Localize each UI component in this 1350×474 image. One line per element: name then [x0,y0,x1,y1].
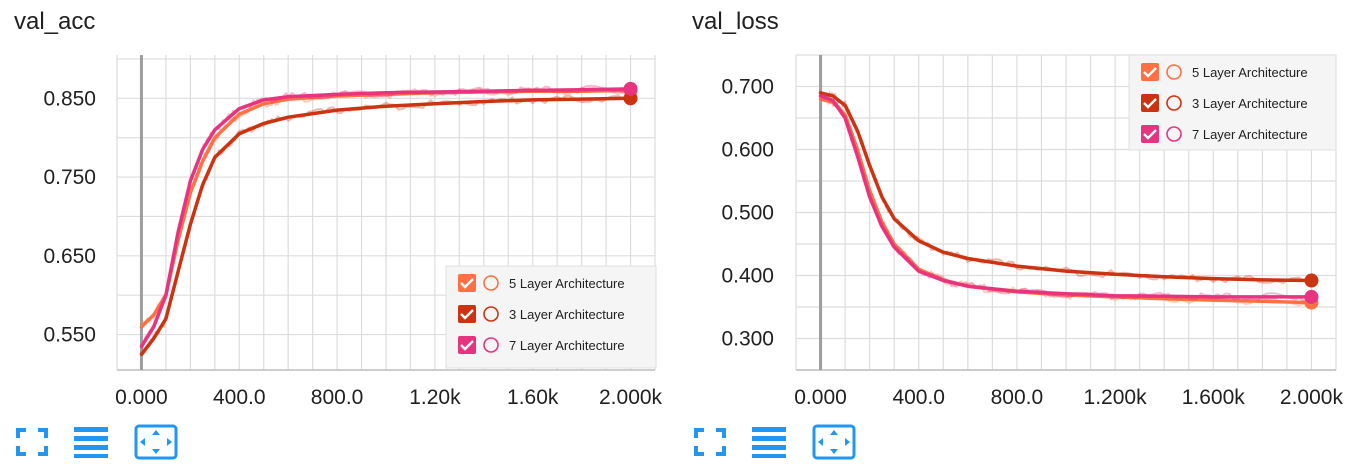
fit-domain-icon[interactable] [812,424,856,460]
grid [795,54,1337,371]
radio-circle-icon [1166,95,1182,111]
chart-card-val-loss: 0.300 0.400 0.500 0.600 0.700 0.000 400.0 800.0… [678,0,1343,474]
series-line [139,87,633,349]
checkmark-icon [1143,67,1157,78]
series-line [818,94,1314,299]
x-tick-label: 2.000k [599,386,663,409]
checkmark-icon [1143,129,1157,140]
lines-icon[interactable] [750,424,788,460]
checkbox-checked-icon [1141,63,1159,81]
chart-title: val_loss [692,8,779,35]
y-tick-label: 0.750 [43,166,96,189]
y-tick-label: 0.400 [721,265,774,288]
series-line [139,96,633,357]
legend-label: 7 Layer Architecture [1192,127,1308,142]
chart-title: val_acc [14,8,96,35]
legend-item[interactable]: 7 Layer Architecture [1141,125,1308,143]
y-tick-label: 0.650 [43,245,96,268]
legend-item[interactable]: 5 Layer Architecture [458,274,625,292]
checkmark-icon [460,340,474,351]
y-tick-label: 0.550 [43,324,96,347]
y-tick-label: 0.300 [721,328,774,351]
radio-circle-icon [483,306,499,322]
x-tick-label: 1.200k [1084,386,1148,409]
legend-label: 3 Layer Architecture [1192,96,1308,111]
legend-item[interactable]: 7 Layer Architecture [458,336,625,354]
val-acc-chart[interactable]: 0.550 0.650 0.750 0.850 0.000 400.0 800.0 1.20k… [0,0,663,420]
series-line [818,91,1314,283]
y-tick-label: 0.500 [721,202,774,225]
x-tick-label: 800.0 [991,386,1044,409]
x-tick-label: 800.0 [311,386,364,409]
fit-domain-icon[interactable] [134,424,178,460]
fullscreen-icon[interactable] [14,424,52,460]
x-tick-label: 400.0 [213,386,266,409]
x-tick-label: 1.600k [1182,386,1246,409]
lines-icon[interactable] [72,424,110,460]
x-tick-label: 1.20k [409,386,461,409]
checkbox-checked-icon [458,336,476,354]
checkbox-checked-icon [458,305,476,323]
series-end-point [1304,289,1319,304]
checkbox-checked-icon [1141,125,1159,143]
legend-box [445,265,657,369]
legend-box [1128,54,1337,151]
legend-item[interactable]: 3 Layer Architecture [1141,94,1308,112]
x-tick-label: 1.60k [507,386,559,409]
checkbox-checked-icon [458,274,476,292]
legend-label: 3 Layer Architecture [509,307,625,322]
y-tick-label: 0.600 [721,139,774,162]
series-end-point [1304,273,1319,288]
checkmark-icon [460,278,474,289]
legend: 5 Layer Architecture 3 Layer Architecture… [445,265,657,369]
radio-circle-icon [1166,126,1182,142]
checkmark-icon [1143,98,1157,109]
checkbox-checked-icon [1141,94,1159,112]
x-tick-label: 2.000k [1280,386,1344,409]
x-tick-label: 0.000 [115,386,168,409]
legend-label: 5 Layer Architecture [1192,65,1308,80]
checkmark-icon [460,309,474,320]
val-loss-chart[interactable]: 0.300 0.400 0.500 0.600 0.700 0.000 400.0 800.0… [678,0,1343,420]
legend-item[interactable]: 3 Layer Architecture [458,305,625,323]
x-tick-label: 0.000 [794,386,847,409]
radio-circle-icon [1166,64,1182,80]
radio-circle-icon [483,337,499,353]
chart-card-val-acc: 0.550 0.650 0.750 0.850 0.000 400.0 800.0 1.20k… [0,0,663,474]
x-tick-label: 400.0 [892,386,945,409]
radio-circle-icon [483,275,499,291]
y-tick-label: 0.700 [721,76,774,99]
legend-label: 7 Layer Architecture [509,338,625,353]
legend: 5 Layer Architecture 3 Layer Architecture… [1128,54,1337,151]
legend-label: 5 Layer Architecture [509,276,625,291]
fullscreen-icon[interactable] [692,424,730,460]
legend-item[interactable]: 5 Layer Architecture [1141,63,1308,81]
series-end-point [623,81,638,96]
y-tick-label: 0.850 [43,87,96,110]
